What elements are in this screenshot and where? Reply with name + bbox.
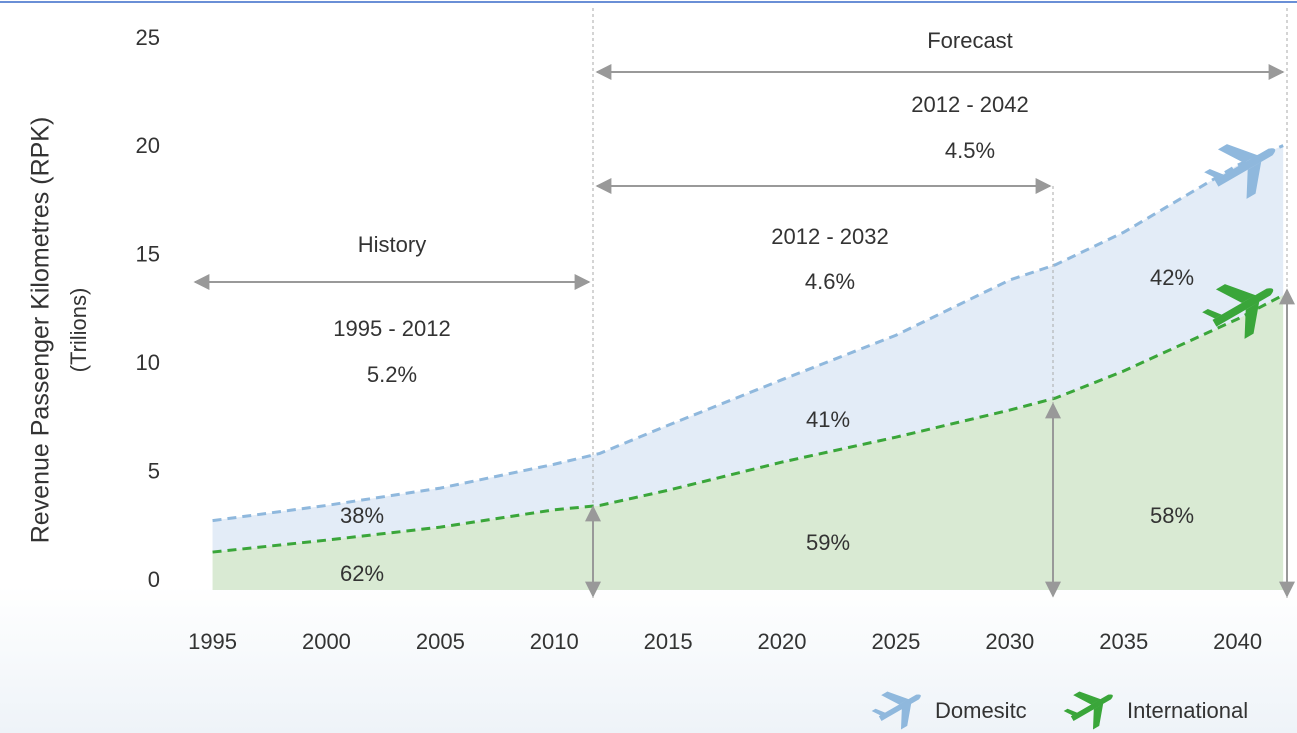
line: [212, 293, 1284, 554]
y-axis-title: Revenue Passenger Kilometres (RPK): [27, 117, 55, 544]
x-tick-label: 2015: [644, 629, 693, 654]
y-tick-label: 15: [136, 242, 160, 267]
x-tick-label: 2020: [758, 629, 807, 654]
y-axis-subtitle: (Trilions): [66, 288, 91, 373]
x-tick-label: 2010: [530, 629, 579, 654]
y-tick-label: 10: [136, 350, 160, 375]
plot: [212, 144, 1284, 590]
plane-icons: [871, 144, 1276, 730]
annotation: 1995 - 2012: [333, 316, 450, 341]
y-tick-label: 25: [136, 25, 160, 50]
arrows: [193, 8, 1295, 598]
area: [212, 145, 1284, 553]
annotation: Forecast: [927, 28, 1013, 53]
annotation: History: [358, 232, 426, 257]
annotation: 5.2%: [367, 362, 417, 387]
annotation: 59%: [806, 530, 850, 555]
legend-label: Domesitc: [935, 698, 1027, 723]
legend-label: International: [1127, 698, 1248, 723]
annotation: 4.5%: [945, 138, 995, 163]
annotation: 42%: [1150, 265, 1194, 290]
annotation: 2012 - 2042: [911, 92, 1028, 117]
annotation: 41%: [806, 407, 850, 432]
annotation: 58%: [1150, 503, 1194, 528]
annotation: 2012 - 2032: [771, 224, 888, 249]
y-tick-label: 5: [148, 458, 160, 483]
x-tick-label: 2035: [1099, 629, 1148, 654]
x-tick-label: 1995: [188, 629, 237, 654]
x-tick-label: 2005: [416, 629, 465, 654]
x-tick-label: 2025: [871, 629, 920, 654]
x-tick-label: 2030: [985, 629, 1034, 654]
y-tick-label: 20: [136, 133, 160, 158]
x-tick-label: 2000: [302, 629, 351, 654]
x-tick-label: 2040: [1213, 629, 1262, 654]
line: [212, 144, 1284, 523]
annotation: 62%: [340, 561, 384, 586]
annotation: 38%: [340, 503, 384, 528]
area: [212, 295, 1284, 590]
annotation: 4.6%: [805, 269, 855, 294]
y-tick-label: 0: [148, 567, 160, 592]
